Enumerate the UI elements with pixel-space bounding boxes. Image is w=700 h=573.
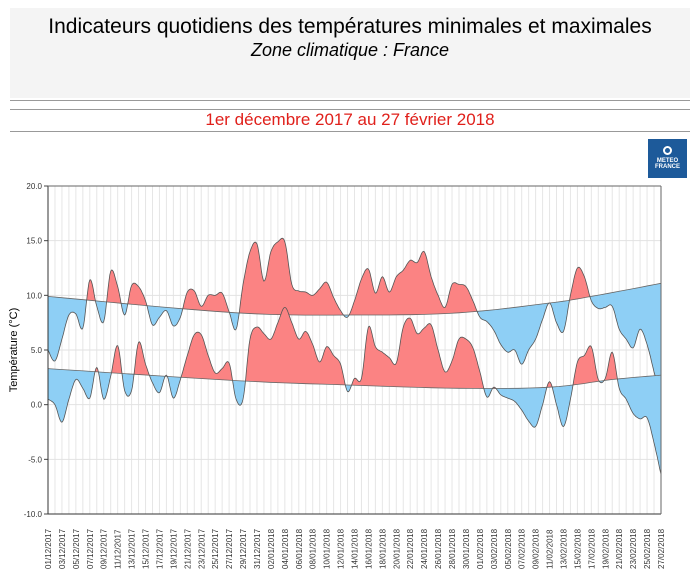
x-tick-label: 09/12/2017 [100, 528, 109, 569]
x-tick-label: 11/02/2018 [546, 529, 555, 569]
x-tick-label: 06/01/2018 [295, 528, 304, 569]
max-normal-line [47, 282, 662, 316]
x-tick-label: 18/01/2018 [378, 528, 387, 569]
x-tick-label: 25/02/2018 [643, 528, 652, 569]
x-tick-label: 28/01/2018 [448, 528, 457, 569]
divider [10, 109, 690, 110]
x-tick-label: 16/01/2018 [364, 528, 373, 569]
y-axis-label: Température (°C) [8, 308, 20, 392]
min-normal-line [47, 368, 662, 389]
x-tick-label: 20/01/2018 [392, 528, 401, 569]
page-subtitle: Zone climatique : France [250, 40, 450, 60]
page-title: Indicateurs quotidiens des températures … [48, 15, 652, 38]
x-tick-label: 25/12/2017 [211, 528, 220, 569]
x-tick-label: 05/12/2017 [72, 528, 81, 569]
x-tick-label: 24/01/2018 [420, 528, 429, 569]
y-tick-label: 20.0 [26, 182, 42, 191]
header-panel [10, 8, 690, 98]
x-tick-label: 03/02/2018 [490, 528, 499, 569]
x-tick-label: 09/02/2018 [532, 528, 541, 569]
logo-icon [663, 146, 672, 155]
x-tick-label: 21/02/2018 [615, 528, 624, 569]
x-tick-label: 22/01/2018 [406, 528, 415, 569]
x-tick-label: 01/12/2017 [44, 528, 53, 569]
y-tick-label: -10.0 [24, 510, 43, 519]
x-tick-label: 15/02/2018 [573, 528, 582, 569]
y-tick-label: 0.0 [31, 401, 43, 410]
x-tick-label: 02/01/2018 [267, 528, 276, 569]
x-tick-label: 10/01/2018 [323, 528, 332, 569]
meteo-france-logo: METEO FRANCE [648, 139, 687, 178]
period-label: 1er décembre 2017 au 27 février 2018 [205, 110, 495, 129]
x-tick-label: 26/01/2018 [434, 528, 443, 569]
x-tick-label: 15/12/2017 [142, 528, 151, 569]
x-tick-label: 21/12/2017 [183, 528, 192, 569]
x-tick-label: 04/01/2018 [281, 528, 290, 569]
x-tick-label: 13/12/2017 [128, 528, 137, 569]
x-tick-label: 17/12/2017 [155, 528, 164, 569]
x-tick-label: 14/01/2018 [351, 528, 360, 569]
x-tick-label: 12/01/2018 [337, 528, 346, 569]
x-tick-label: 03/12/2017 [58, 528, 67, 569]
max-temperature-line [47, 237, 662, 400]
x-tick-label: 17/02/2018 [587, 528, 596, 569]
x-tick-label: 13/02/2018 [559, 528, 568, 569]
x-tick-label: 08/01/2018 [309, 528, 318, 569]
divider [10, 100, 690, 101]
x-tick-label: 19/02/2018 [601, 528, 610, 569]
x-tick-label: 19/12/2017 [169, 528, 178, 569]
x-tick-label: 23/12/2017 [197, 528, 206, 569]
x-tick-label: 11/12/2017 [114, 529, 123, 569]
x-tick-label: 31/12/2017 [253, 528, 262, 569]
x-tick-label: 01/02/2018 [476, 528, 485, 569]
x-tick-label: 07/12/2017 [86, 528, 95, 569]
x-tick-label: 07/02/2018 [518, 528, 527, 569]
y-tick-label: 15.0 [26, 237, 42, 246]
divider [10, 131, 690, 132]
y-tick-label: 10.0 [26, 291, 42, 300]
x-tick-label: 27/02/2018 [657, 528, 666, 569]
x-tick-label: 05/02/2018 [504, 528, 513, 569]
y-tick-label: -5.0 [28, 455, 42, 464]
min-temperature-line [47, 306, 662, 475]
x-tick-label: 29/12/2017 [239, 528, 248, 569]
min-above-normal-area [48, 307, 661, 389]
x-tick-label: 23/02/2018 [629, 528, 638, 569]
x-tick-label: 30/01/2018 [462, 528, 471, 569]
y-tick-label: 5.0 [31, 346, 43, 355]
max-below-normal-area [48, 283, 661, 400]
x-tick-label: 27/12/2017 [225, 528, 234, 569]
